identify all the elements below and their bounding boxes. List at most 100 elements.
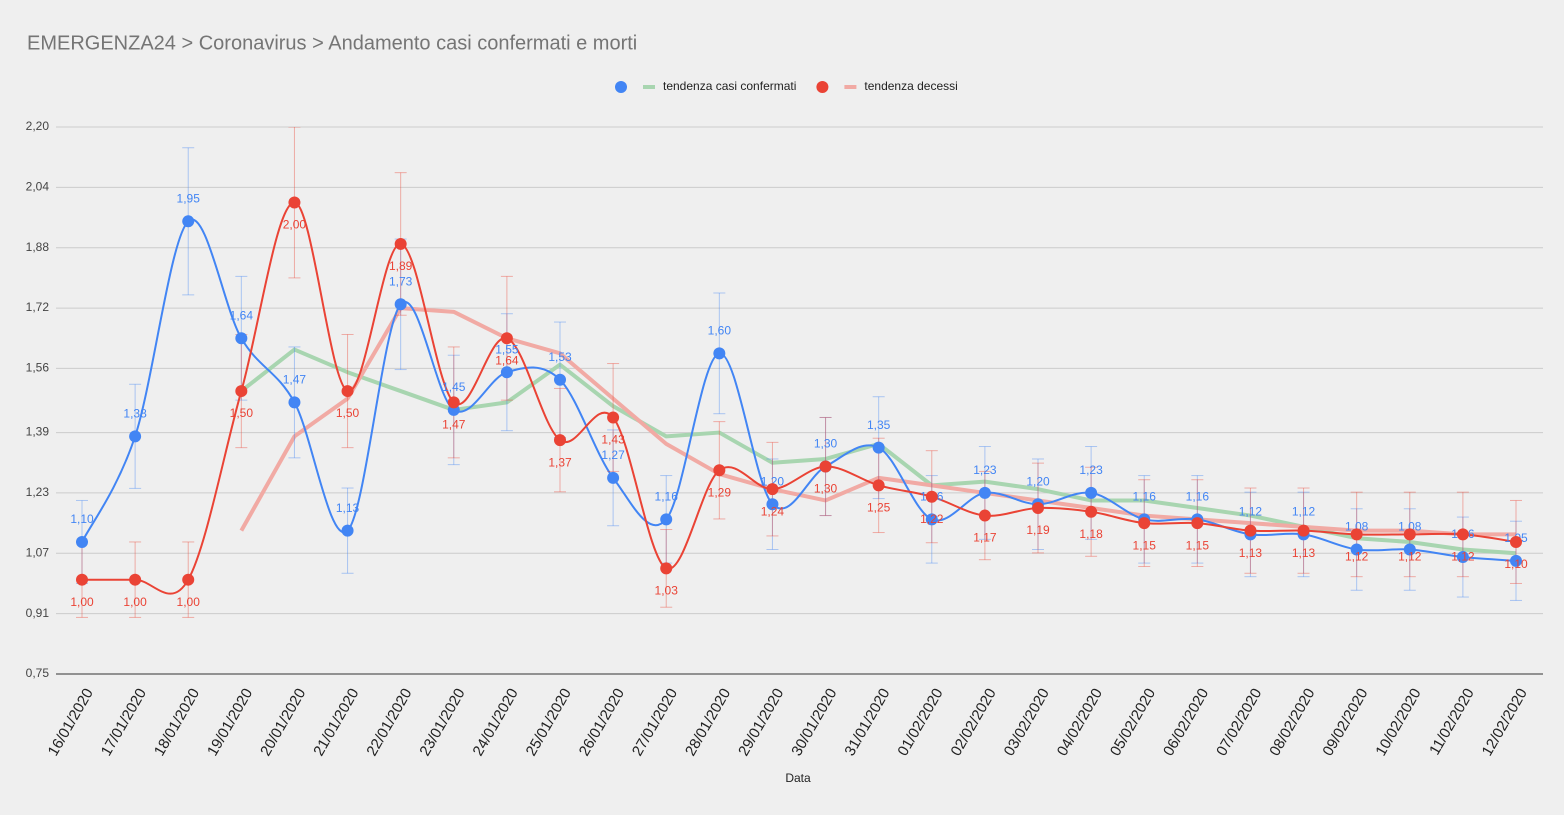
x-tick-label: 27/01/2020 [629,685,681,759]
data-label: 1,53 [548,350,572,364]
data-label: 1,47 [442,418,466,432]
data-label: 1,13 [336,501,360,515]
chart-title: EMERGENZA24 > Coronavirus > Andamento ca… [27,32,637,54]
data-point [1456,551,1469,564]
x-tick-label: 06/02/2020 [1160,685,1212,759]
data-label: 1,29 [708,485,732,499]
data-label: 1,43 [601,433,625,447]
data-label: 1,15 [1133,538,1157,552]
data-point [1085,505,1098,518]
x-tick-label: 24/01/2020 [470,685,522,759]
x-tick-label: 07/02/2020 [1213,685,1265,759]
data-point [766,498,779,511]
data-point [766,483,779,496]
data-point [1403,543,1416,556]
data-label: 1,73 [389,274,413,288]
data-point [235,332,248,345]
data-point [607,411,620,424]
data-label: 1,19 [1026,523,1050,537]
data-point [872,441,885,454]
data-point [819,460,832,473]
data-label: 1,20 [761,474,785,488]
data-label: 1,24 [761,504,785,518]
legend-label: tendenza casi confermati [663,79,796,93]
data-point [554,434,566,447]
data-point [1456,528,1469,541]
data-label: 1,12 [1239,505,1263,519]
x-tick-label: 12/02/2020 [1479,685,1531,759]
data-label: 1,35 [867,418,891,432]
data-point [288,396,301,409]
data-label: 1,50 [336,406,360,420]
x-tick-label: 03/02/2020 [1001,685,1053,759]
data-point [129,573,142,586]
y-tick-label: 2,20 [26,119,50,133]
x-tick-label: 18/01/2020 [151,685,203,759]
data-label: 1,23 [1079,463,1103,477]
data-label: 1,25 [867,501,891,515]
data-label: 1,13 [1292,546,1316,560]
data-label: 1,08 [1345,520,1369,534]
data-label: 1,30 [814,482,838,496]
data-label: 1,60 [708,324,732,338]
legend-marker [816,81,829,93]
y-tick-label: 1,23 [26,485,50,499]
x-tick-label: 20/01/2020 [257,685,309,759]
data-label: 1,16 [1186,490,1210,504]
data-label: 1,08 [1398,520,1422,534]
data-point [288,196,301,209]
data-point [1350,528,1363,541]
data-label: 1,12 [1398,550,1422,564]
data-point [925,490,938,503]
x-axis-title: Data [785,771,811,785]
data-label: 1,95 [177,191,201,205]
data-point [978,509,991,522]
legend-marker [615,81,627,93]
data-label: 1,03 [655,584,679,598]
data-label: 1,12 [1292,505,1316,519]
data-label: 1,15 [1186,538,1210,552]
x-tick-label: 30/01/2020 [788,685,840,759]
x-tick-label: 16/01/2020 [45,685,97,759]
data-label: 1,45 [442,380,466,394]
y-tick-label: 1,07 [26,545,50,559]
x-tick-label: 01/02/2020 [894,685,946,759]
data-label: 1,13 [1239,546,1263,560]
data-point [713,464,726,477]
data-label: 1,00 [70,595,94,609]
x-tick-label: 29/01/2020 [735,685,787,759]
data-label: 1,47 [283,373,307,387]
data-point [182,215,195,228]
data-label: 1,30 [814,437,838,451]
data-label: 1,38 [123,407,147,421]
x-tick-label: 31/01/2020 [841,685,893,759]
data-label: 1,27 [601,448,625,462]
data-point [713,347,726,360]
data-point [500,366,513,379]
data-point [1510,535,1522,548]
x-tick-label: 21/01/2020 [310,685,362,759]
x-tick-label: 19/01/2020 [204,685,256,759]
data-label: 1,16 [655,490,679,504]
data-point [1297,524,1310,537]
data-point [129,430,142,443]
legend-label: tendenza decessi [864,79,957,93]
data-point [182,573,195,586]
data-point [1350,543,1363,556]
data-point [235,385,248,398]
data-point [925,513,938,526]
data-label: 1,89 [389,259,413,273]
data-point [660,513,673,526]
data-label: 1,12 [1345,550,1369,564]
x-tick-label: 08/02/2020 [1266,685,1318,759]
data-point [1138,517,1151,530]
data-point [1244,524,1257,537]
data-point [607,471,620,484]
x-tick-label: 09/02/2020 [1319,685,1371,759]
data-point [500,332,513,345]
y-tick-label: 1,88 [26,240,50,254]
data-point [872,479,885,492]
data-label: 1,00 [123,595,147,609]
data-point [1510,554,1522,567]
x-tick-label: 05/02/2020 [1107,685,1159,759]
